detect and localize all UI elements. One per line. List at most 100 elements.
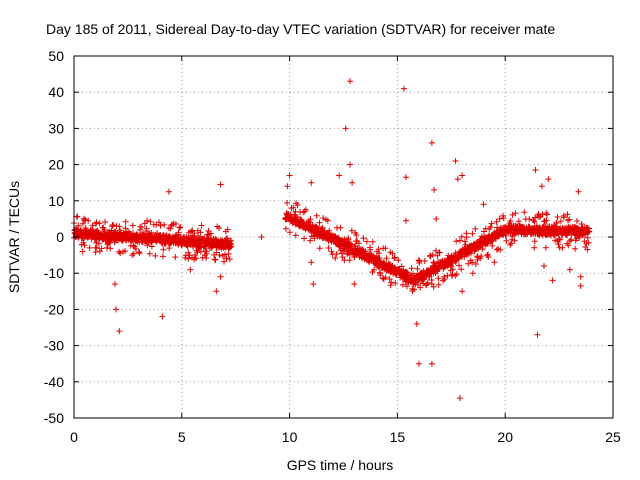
- data-point: [400, 85, 407, 92]
- data-point: [325, 245, 332, 251]
- data-point: [585, 239, 592, 246]
- data-point: [469, 259, 476, 266]
- y-axis-label: SDTVAR / TECUs: [6, 181, 22, 293]
- data-point: [545, 176, 552, 183]
- y-tick-label: -50: [44, 410, 64, 426]
- data-point: [166, 233, 173, 240]
- data-point: [367, 246, 374, 253]
- data-point: [146, 250, 153, 257]
- data-point: [337, 224, 344, 231]
- data-point: [344, 251, 351, 258]
- data-point: [421, 258, 428, 264]
- data-point: [92, 244, 99, 251]
- data-point: [176, 224, 183, 231]
- data-point: [441, 276, 448, 283]
- data-points: [71, 78, 593, 402]
- data-point: [398, 263, 405, 270]
- data-point: [436, 249, 443, 256]
- data-point: [75, 222, 82, 229]
- data-point: [89, 222, 96, 229]
- data-point: [110, 222, 117, 228]
- data-point: [586, 228, 593, 235]
- data-point: [95, 240, 102, 247]
- data-point: [565, 242, 572, 249]
- data-point: [191, 230, 198, 237]
- data-point: [74, 213, 81, 220]
- data-point: [204, 231, 211, 238]
- data-point: [311, 235, 318, 242]
- y-tick-label: -10: [44, 265, 64, 281]
- data-point: [395, 257, 402, 264]
- data-point: [144, 242, 151, 249]
- data-point: [392, 280, 399, 287]
- data-point: [136, 250, 143, 257]
- data-point: [347, 161, 353, 168]
- data-point: [302, 206, 309, 213]
- data-point: [307, 237, 314, 244]
- data-point: [93, 239, 100, 246]
- data-point: [79, 248, 86, 255]
- data-point: [353, 232, 360, 238]
- data-point: [348, 227, 355, 234]
- data-point: [584, 234, 591, 241]
- data-point: [116, 223, 123, 230]
- data-point: [416, 360, 422, 367]
- data-point: [488, 220, 495, 227]
- data-point: [98, 245, 105, 252]
- data-point: [577, 273, 584, 280]
- data-point: [301, 235, 308, 242]
- data-point: [369, 238, 376, 245]
- data-point: [493, 218, 500, 225]
- data-point: [102, 219, 109, 225]
- data-point: [228, 243, 235, 250]
- data-point: [429, 251, 436, 258]
- data-point: [86, 244, 93, 251]
- data-point: [500, 215, 507, 222]
- data-point: [424, 279, 431, 286]
- data-point: [496, 215, 503, 222]
- data-point: [188, 228, 194, 235]
- data-point: [423, 281, 430, 288]
- data-point: [79, 220, 86, 227]
- data-point: [382, 274, 389, 281]
- data-point: [508, 240, 515, 247]
- data-point: [531, 244, 538, 251]
- data-point: [187, 266, 194, 273]
- data-point: [417, 284, 424, 291]
- data-point: [294, 202, 301, 208]
- x-axis-ticks: 0 5 10 15 20 25: [70, 56, 621, 445]
- data-point: [382, 245, 389, 252]
- data-point: [258, 234, 265, 240]
- data-point: [543, 210, 550, 217]
- data-point: [166, 245, 173, 252]
- data-point: [557, 218, 564, 225]
- data-point: [376, 255, 383, 261]
- data-point: [308, 259, 315, 266]
- data-point: [448, 263, 455, 269]
- data-point: [107, 245, 114, 252]
- data-point: [182, 254, 189, 261]
- data-point: [228, 237, 235, 244]
- data-point: [564, 211, 571, 218]
- data-point: [435, 275, 442, 282]
- data-point: [132, 245, 139, 252]
- data-point: [575, 188, 582, 195]
- data-point: [152, 252, 159, 259]
- data-point: [572, 245, 579, 252]
- data-point: [116, 328, 123, 335]
- data-point: [459, 172, 466, 179]
- data-point: [197, 229, 204, 236]
- data-point: [468, 250, 474, 257]
- data-point: [96, 220, 103, 227]
- data-point: [574, 218, 580, 224]
- x-tick-label: 20: [497, 429, 513, 445]
- data-point: [129, 252, 136, 259]
- data-point: [203, 250, 210, 257]
- data-point: [549, 277, 556, 284]
- data-point: [345, 236, 352, 243]
- data-point: [193, 255, 199, 262]
- data-point: [435, 281, 442, 288]
- data-point: [416, 258, 423, 265]
- data-point: [491, 259, 498, 266]
- x-tick-label: 5: [178, 429, 186, 445]
